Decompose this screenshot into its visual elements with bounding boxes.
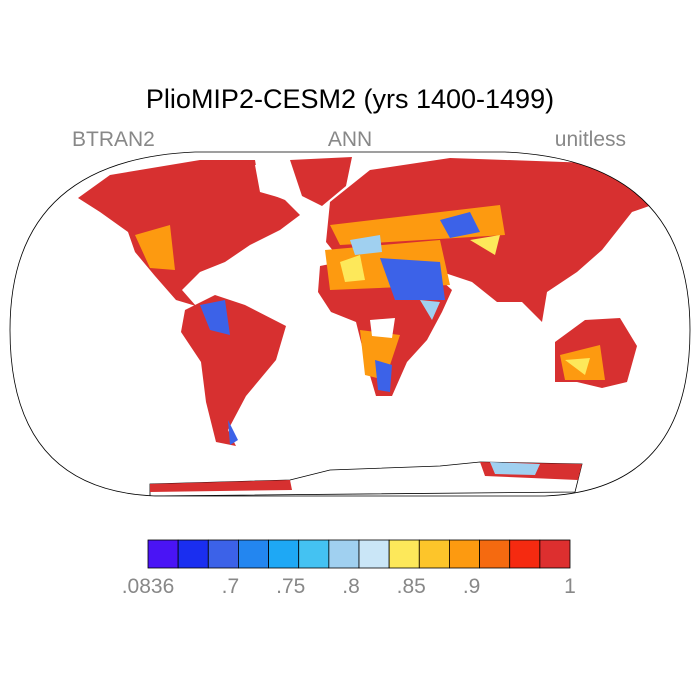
colorbar-box [539, 539, 571, 569]
no-data [255, 162, 395, 338]
colorbar-box [418, 539, 450, 569]
colorbar-box [268, 539, 300, 569]
colorbar-label: .8 [342, 575, 360, 598]
variable-label: BTRAN2 [72, 128, 155, 151]
colorbar-box [358, 539, 390, 569]
antarctic-coast [150, 462, 582, 492]
south-america [181, 295, 286, 446]
colorbar-label: .0836 [122, 575, 175, 598]
colorbar-box [449, 539, 480, 569]
colorbar: .0836 .7 .75 .8 .85 .9 1 [122, 539, 576, 598]
colorbar-box [298, 539, 330, 569]
colorbar-label: .7 [222, 575, 240, 598]
colorbar-box [388, 539, 420, 569]
units-label: unitless [555, 128, 626, 151]
title: PlioMIP2-CESM2 (yrs 1400-1499) [146, 84, 554, 114]
map [9, 151, 691, 497]
colorbar-box [207, 539, 239, 569]
colorbar-label: 1 [564, 575, 576, 598]
colorbar-box [177, 539, 209, 569]
colorbar-label: .75 [276, 575, 305, 598]
eurasia [326, 158, 690, 322]
colorbar-box [509, 539, 541, 569]
greenland [290, 157, 352, 206]
north-america [78, 160, 300, 306]
colorbar-box [238, 539, 269, 569]
map-border [9, 151, 691, 497]
colorbar-box [328, 539, 360, 569]
colorbar-box [479, 539, 511, 569]
colorbar-label: .85 [397, 575, 426, 598]
colorbar-label: .9 [463, 575, 481, 598]
period-label: ANN [328, 128, 372, 151]
dry-regions [135, 205, 605, 475]
colorbar-box [147, 539, 179, 569]
continents [78, 157, 690, 496]
